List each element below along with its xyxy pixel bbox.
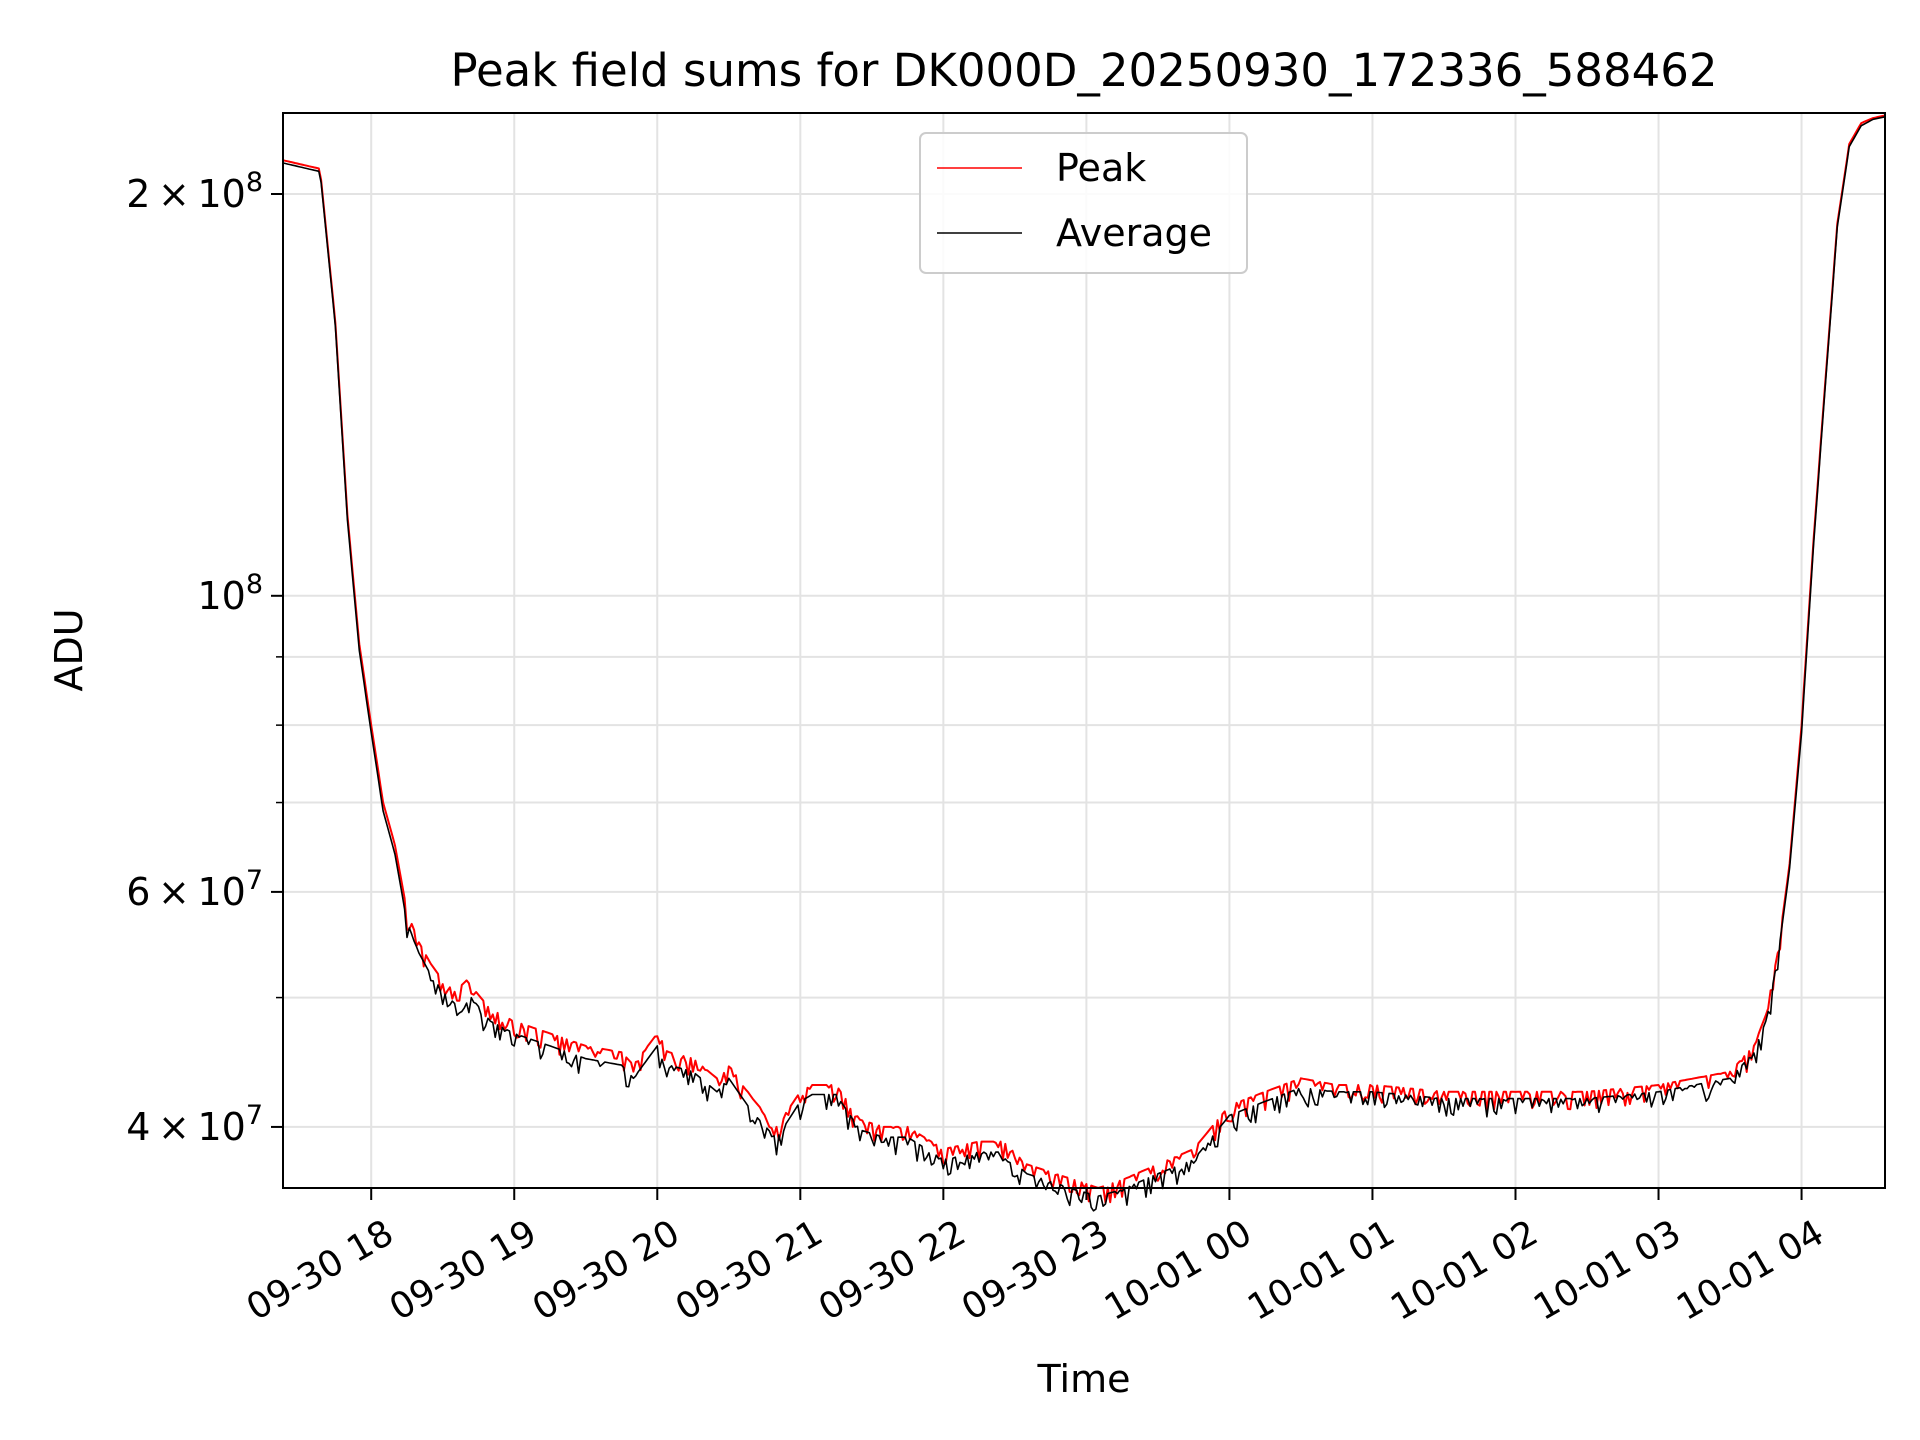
axes-frame [282, 112, 1886, 1189]
chart-title: Peak field sums for DK000D_20250930_1723… [450, 44, 1717, 97]
legend-label-average: Average [1056, 211, 1212, 255]
series-line-average [282, 116, 1886, 1212]
y-tick-label: 4 × 107 [126, 1100, 263, 1149]
y-axis-label: ADU [47, 608, 91, 691]
y-tick-label: 108 [197, 569, 263, 618]
y-tick-label: 6 × 107 [126, 865, 263, 914]
y-tick-label: 2 × 108 [126, 167, 263, 216]
x-axis-label: Time [1037, 1357, 1131, 1401]
grid [283, 113, 1885, 1188]
legend: Peak Average [919, 132, 1248, 274]
legend-label-peak: Peak [1056, 146, 1146, 190]
